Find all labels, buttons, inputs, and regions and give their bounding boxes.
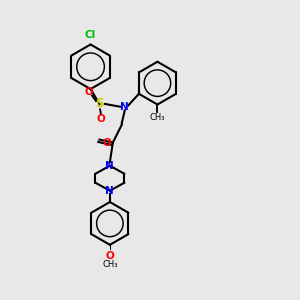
- Text: N: N: [120, 102, 129, 112]
- Text: N: N: [106, 161, 114, 171]
- Text: S: S: [95, 98, 104, 110]
- Text: N: N: [106, 186, 114, 196]
- Text: CH₃: CH₃: [102, 260, 118, 269]
- Text: O: O: [97, 114, 105, 124]
- Text: O: O: [85, 87, 93, 97]
- Text: CH₃: CH₃: [150, 113, 165, 122]
- Text: O: O: [103, 138, 111, 148]
- Text: O: O: [106, 251, 114, 261]
- Text: Cl: Cl: [85, 30, 96, 40]
